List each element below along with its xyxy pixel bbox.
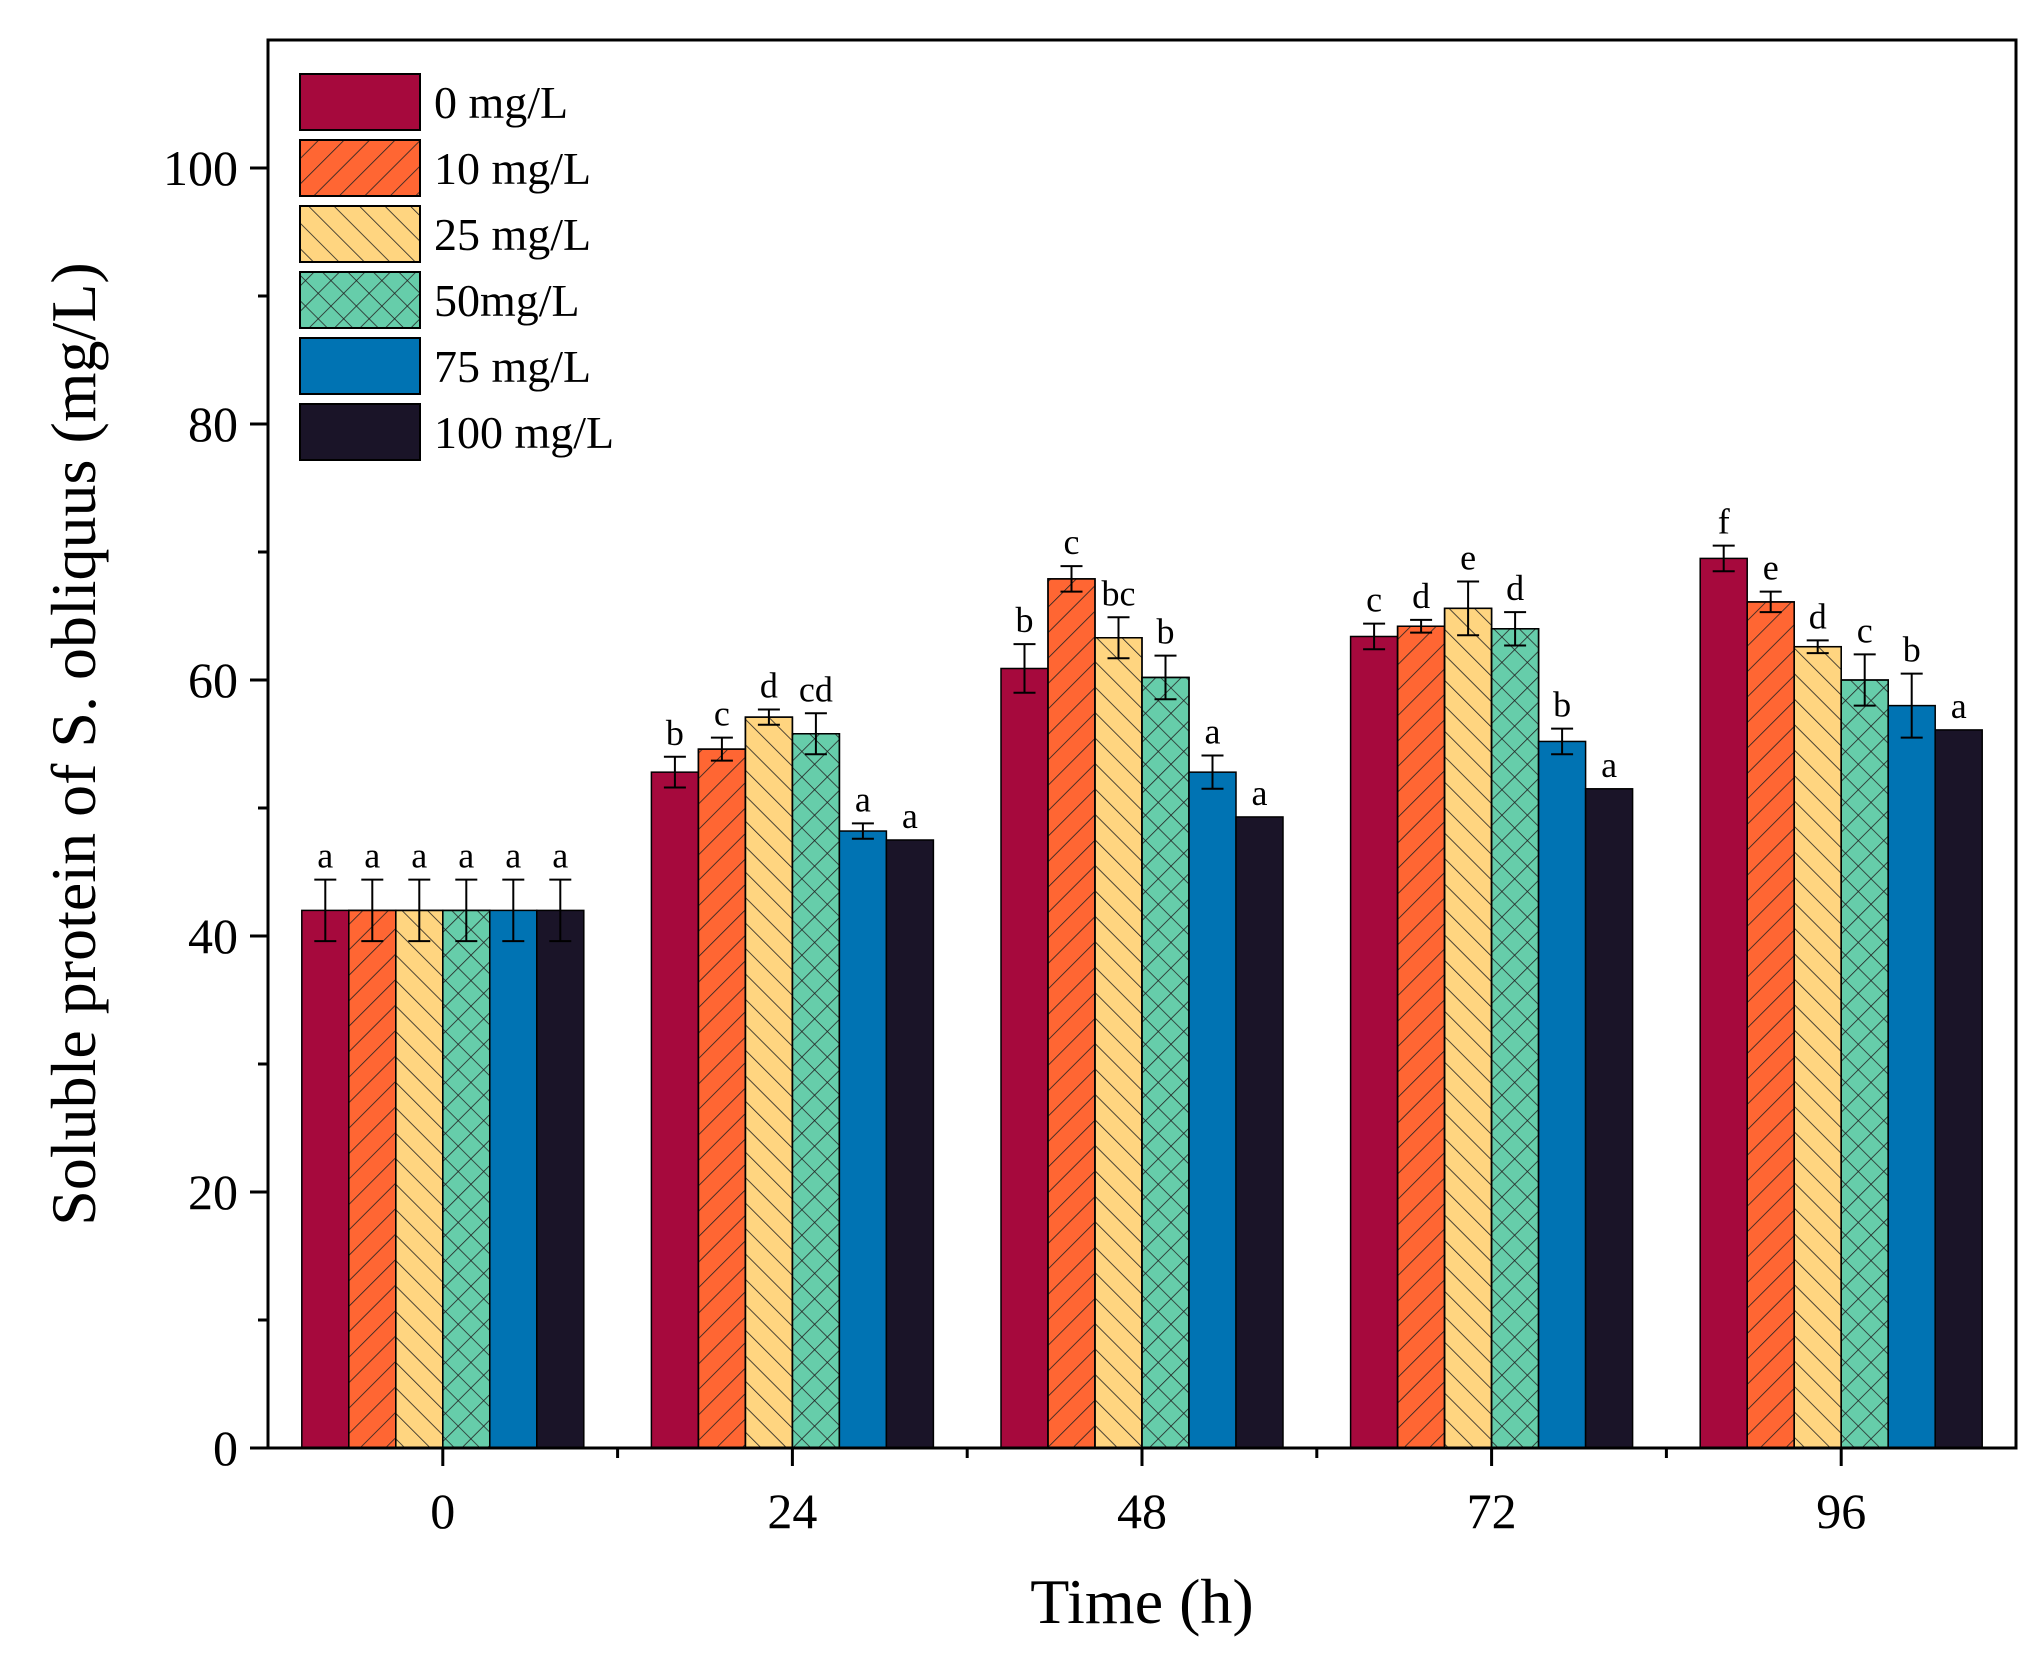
y-tick-label-80: 80 bbox=[188, 396, 238, 452]
bar-hatch-72h-series-3 bbox=[1490, 628, 1540, 1449]
y-tick-label-0: 0 bbox=[213, 1420, 238, 1476]
significance-label-72h-series-2: e bbox=[1460, 537, 1476, 577]
y-tick-label-100: 100 bbox=[163, 140, 238, 196]
significance-label-24h-series-3: cd bbox=[799, 669, 833, 709]
bar-hatch-96h-series-1 bbox=[1746, 601, 1795, 1449]
y-tick-label-20: 20 bbox=[188, 1164, 238, 1220]
legend-label-1: 10 mg/L bbox=[434, 143, 591, 194]
bar-24h-series-5 bbox=[885, 839, 935, 1449]
significance-label-48h-series-4: a bbox=[1205, 712, 1221, 752]
bar-72h-series-4 bbox=[1537, 740, 1587, 1449]
significance-label-24h-series-5: a bbox=[902, 796, 918, 836]
significance-label-48h-series-5: a bbox=[1252, 773, 1268, 813]
bar-0h-series-0 bbox=[301, 909, 350, 1449]
legend-swatch-0 bbox=[299, 73, 421, 131]
significance-label-96h-series-4: b bbox=[1903, 630, 1921, 670]
significance-label-96h-series-0: f bbox=[1718, 502, 1730, 542]
significance-label-96h-series-1: e bbox=[1763, 548, 1779, 588]
bar-72h-series-0 bbox=[1349, 635, 1399, 1449]
y-axis-title: Soluble protein of S. obliquus (mg/L) bbox=[38, 262, 109, 1226]
significance-label-72h-series-3: d bbox=[1506, 568, 1524, 608]
significance-label-96h-series-3: c bbox=[1857, 610, 1873, 650]
bar-hatch-24h-series-1 bbox=[697, 748, 747, 1449]
x-axis-title: Time (h) bbox=[1030, 1566, 1253, 1637]
bar-hatch-72h-series-2 bbox=[1443, 607, 1493, 1449]
bar-hatch-72h-series-1 bbox=[1396, 625, 1446, 1449]
bar-24h-series-0 bbox=[650, 771, 700, 1449]
bar-48h-series-5 bbox=[1235, 816, 1284, 1449]
significance-label-24h-series-1: c bbox=[714, 694, 730, 734]
x-tick-label-24: 24 bbox=[767, 1483, 817, 1539]
legend-swatch-hatch-2 bbox=[299, 205, 421, 263]
significance-label-0h-series-2: a bbox=[411, 836, 427, 876]
legend-swatch-4 bbox=[299, 337, 421, 395]
bar-hatch-48h-series-1 bbox=[1047, 578, 1096, 1449]
bar-hatch-96h-series-3 bbox=[1840, 679, 1889, 1449]
bar-48h-series-0 bbox=[1000, 667, 1049, 1449]
significance-label-0h-series-1: a bbox=[364, 836, 380, 876]
significance-label-24h-series-4: a bbox=[855, 779, 871, 819]
significance-label-24h-series-2: d bbox=[760, 665, 778, 705]
y-tick-label-60: 60 bbox=[188, 652, 238, 708]
legend-label-5: 100 mg/L bbox=[434, 407, 614, 458]
bar-0h-series-4 bbox=[489, 909, 538, 1449]
legend-label-2: 25 mg/L bbox=[434, 209, 591, 260]
legend-swatch-hatch-3 bbox=[299, 271, 421, 329]
bar-hatch-24h-series-2 bbox=[744, 716, 794, 1449]
significance-label-72h-series-1: d bbox=[1412, 576, 1430, 616]
bar-hatch-0h-series-2 bbox=[395, 909, 444, 1449]
significance-label-0h-series-5: a bbox=[552, 836, 568, 876]
bar-48h-series-4 bbox=[1188, 771, 1237, 1449]
y-tick-label-40: 40 bbox=[188, 908, 238, 964]
bar-96h-series-5 bbox=[1934, 729, 1983, 1449]
significance-label-48h-series-0: b bbox=[1016, 600, 1034, 640]
bar-96h-series-4 bbox=[1887, 704, 1936, 1449]
x-tick-label-96: 96 bbox=[1816, 1483, 1866, 1539]
bar-hatch-48h-series-2 bbox=[1094, 637, 1143, 1449]
bar-0h-series-5 bbox=[536, 909, 585, 1449]
significance-label-72h-series-5: a bbox=[1601, 745, 1617, 785]
significance-label-48h-series-1: c bbox=[1064, 522, 1080, 562]
legend-swatch-5 bbox=[299, 403, 421, 461]
legend-label-0: 0 mg/L bbox=[434, 77, 568, 128]
x-tick-label-48: 48 bbox=[1117, 1483, 1167, 1539]
significance-label-24h-series-0: b bbox=[666, 713, 684, 753]
significance-label-96h-series-5: a bbox=[1951, 686, 1967, 726]
significance-label-48h-series-3: b bbox=[1157, 612, 1175, 652]
significance-label-72h-series-4: b bbox=[1553, 685, 1571, 725]
bar-96h-series-0 bbox=[1699, 557, 1748, 1449]
significance-label-0h-series-0: a bbox=[317, 836, 333, 876]
x-axis: 0 24 48 72 96 bbox=[430, 1448, 1866, 1539]
bar-hatch-96h-series-2 bbox=[1793, 645, 1842, 1449]
x-tick-label-72: 72 bbox=[1467, 1483, 1517, 1539]
bar-hatch-48h-series-3 bbox=[1141, 676, 1190, 1449]
y-axis: 0 20 40 60 80 100 bbox=[163, 140, 268, 1476]
x-tick-label-0: 0 bbox=[430, 1483, 455, 1539]
bar-24h-series-4 bbox=[838, 830, 888, 1449]
significance-label-72h-series-0: c bbox=[1366, 580, 1382, 620]
bar-hatch-0h-series-3 bbox=[442, 909, 491, 1449]
significance-label-48h-series-2: bc bbox=[1102, 573, 1136, 613]
significance-label-96h-series-2: d bbox=[1809, 596, 1827, 636]
bar-72h-series-5 bbox=[1584, 788, 1634, 1449]
bar-hatch-24h-series-3 bbox=[791, 733, 841, 1449]
legend-label-4: 75 mg/L bbox=[434, 341, 591, 392]
error-bars-layer bbox=[314, 544, 1923, 943]
significance-label-0h-series-3: a bbox=[458, 836, 474, 876]
legend-swatch-hatch-1 bbox=[299, 139, 421, 197]
legend-label-3: 50mg/L bbox=[434, 275, 580, 326]
legend: 0 mg/L 10 mg/L 25 mg/L 50mg/L 75 mg/L 100 mg/… bbox=[299, 73, 614, 461]
bar-hatch-0h-series-1 bbox=[348, 909, 397, 1449]
bars-layer bbox=[301, 557, 1983, 1449]
significance-label-0h-series-4: a bbox=[505, 836, 521, 876]
